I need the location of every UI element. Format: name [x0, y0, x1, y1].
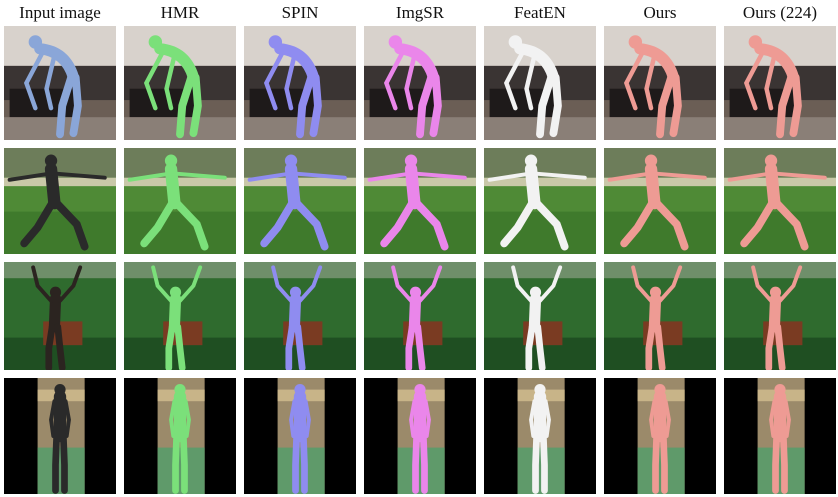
- cell-gym-court-imgsr: [364, 378, 476, 494]
- cell-gym-court-spin: [244, 378, 356, 494]
- cell-grass-field-spin: [244, 148, 356, 254]
- column-header-input: Input image: [19, 3, 101, 22]
- cell-green-room-featen: [484, 262, 596, 370]
- cell-gym-court-input: [4, 378, 116, 494]
- cell-indoor-bending-ours224: [724, 26, 836, 140]
- cell-green-room-input: [4, 262, 116, 370]
- cell-gym-court-ours224: [724, 378, 836, 494]
- cell-indoor-bending-hmr: [124, 26, 236, 140]
- column-header-ours: Ours: [643, 3, 677, 22]
- column-header-featen: FeatEN: [514, 3, 566, 22]
- column-header-ours224: Ours (224): [742, 3, 818, 22]
- cell-indoor-bending-input: [4, 26, 116, 140]
- cell-green-room-ours224: [724, 262, 836, 370]
- column-header-imgsr: ImgSR: [395, 3, 445, 22]
- cell-grass-field-hmr: [124, 148, 236, 254]
- cell-green-room-spin: [244, 262, 356, 370]
- cell-indoor-bending-ours: [604, 26, 716, 140]
- cell-grass-field-ours224: [724, 148, 836, 254]
- cell-indoor-bending-imgsr: [364, 26, 476, 140]
- cell-green-room-imgsr: [364, 262, 476, 370]
- cell-grass-field-imgsr: [364, 148, 476, 254]
- cell-grass-field-input: [4, 148, 116, 254]
- cell-indoor-bending-featen: [484, 26, 596, 140]
- cell-gym-court-hmr: [124, 378, 236, 494]
- cell-grass-field-ours: [604, 148, 716, 254]
- cell-green-room-hmr: [124, 262, 236, 370]
- cell-gym-court-featen: [484, 378, 596, 494]
- cell-gym-court-ours: [604, 378, 716, 494]
- cell-grass-field-featen: [484, 148, 596, 254]
- cell-green-room-ours: [604, 262, 716, 370]
- column-header-hmr: HMR: [160, 3, 200, 22]
- column-header-spin: SPIN: [281, 3, 319, 22]
- cell-indoor-bending-spin: [244, 26, 356, 140]
